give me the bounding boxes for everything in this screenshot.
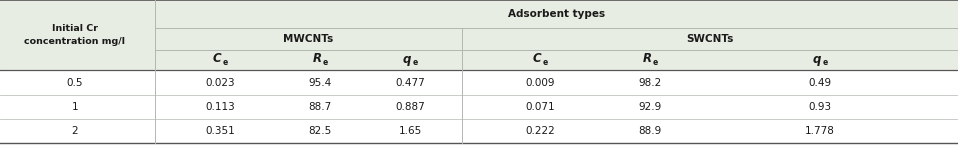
Text: 0.5: 0.5: [67, 78, 83, 87]
Text: e: e: [323, 58, 328, 67]
Text: 0.071: 0.071: [525, 102, 555, 112]
Text: e: e: [652, 58, 657, 67]
Text: 0.009: 0.009: [525, 78, 555, 87]
Text: 82.5: 82.5: [308, 126, 331, 136]
Text: 2: 2: [72, 126, 79, 136]
Bar: [0, 0, 958, 70]
Text: 0.49: 0.49: [809, 78, 832, 87]
Text: C: C: [213, 52, 221, 66]
Text: R: R: [312, 52, 322, 66]
Text: 88.9: 88.9: [638, 126, 662, 136]
Text: C: C: [533, 52, 541, 66]
Text: 88.7: 88.7: [308, 102, 331, 112]
Text: 0.477: 0.477: [395, 78, 425, 87]
Text: MWCNTs: MWCNTs: [284, 34, 333, 44]
Text: 98.2: 98.2: [638, 78, 662, 87]
Text: 1.778: 1.778: [805, 126, 835, 136]
Bar: [0, 70, 958, 150]
Text: e: e: [412, 58, 418, 67]
Text: 1.65: 1.65: [399, 126, 422, 136]
Text: R: R: [643, 52, 651, 66]
Text: 92.9: 92.9: [638, 102, 662, 112]
Text: q: q: [812, 52, 821, 66]
Text: 0.222: 0.222: [525, 126, 555, 136]
Text: e: e: [542, 58, 548, 67]
Text: e: e: [822, 58, 828, 67]
Text: 95.4: 95.4: [308, 78, 331, 87]
Text: q: q: [402, 52, 411, 66]
Text: 0.351: 0.351: [205, 126, 235, 136]
Text: 0.93: 0.93: [809, 102, 832, 112]
Text: Adsorbent types: Adsorbent types: [508, 9, 605, 19]
Text: 0.887: 0.887: [395, 102, 425, 112]
Text: 0.113: 0.113: [205, 102, 235, 112]
Text: Initial Cr
concentration mg/l: Initial Cr concentration mg/l: [25, 24, 125, 46]
Text: 0.023: 0.023: [205, 78, 235, 87]
Text: SWCNTs: SWCNTs: [686, 34, 734, 44]
Text: 1: 1: [72, 102, 79, 112]
Text: e: e: [222, 58, 228, 67]
